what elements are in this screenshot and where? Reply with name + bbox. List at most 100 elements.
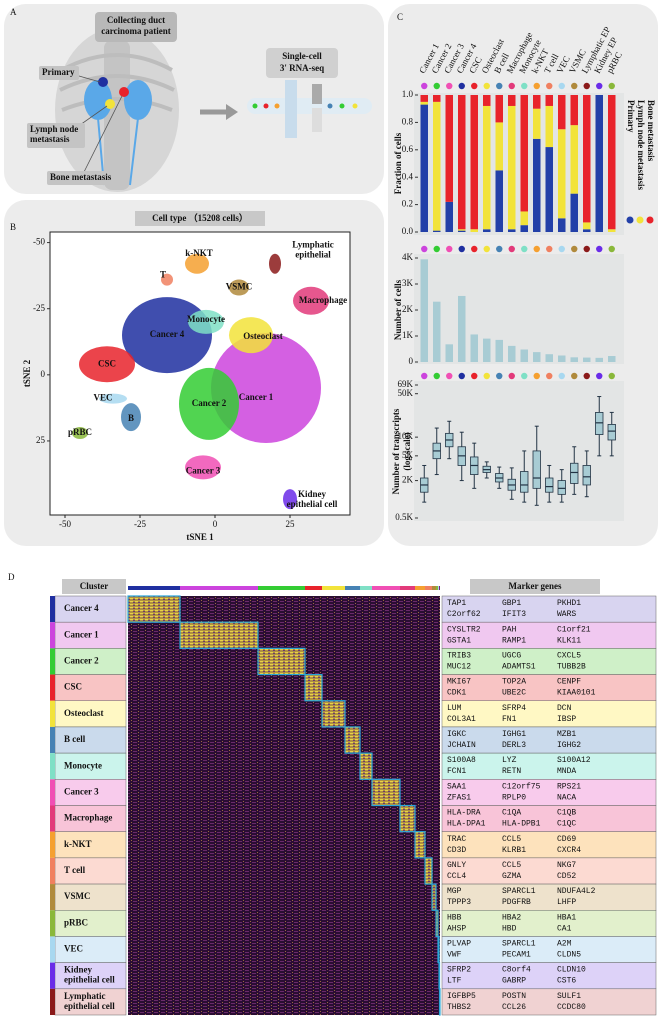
- column-color-bar: [372, 586, 400, 590]
- y-tick-label: 3K: [402, 278, 414, 288]
- cluster-label-line: Lymphatic: [292, 240, 334, 250]
- marker-gene: CXCR4: [557, 846, 581, 855]
- cluster-cell: [54, 700, 127, 728]
- marker-gene: S100A8: [447, 756, 476, 765]
- category-dot: [596, 372, 603, 380]
- genes-cell: [441, 779, 657, 806]
- marker-gene: CCL5: [502, 861, 521, 870]
- x-tick-label: 25: [286, 519, 296, 529]
- cluster-label: T: [160, 270, 166, 280]
- legend-marker: [646, 216, 654, 224]
- marker-gene: SPARCL1: [502, 887, 536, 896]
- method-label-line: 3' RNA-seq: [280, 63, 324, 73]
- y-tick-label: 10K: [398, 431, 414, 441]
- stacked-bar: [520, 95, 528, 212]
- category-dot: [508, 372, 515, 380]
- site-label-line: metastasis: [30, 134, 70, 144]
- marker-gene: GSTA1: [447, 636, 471, 645]
- chart-bg: [414, 381, 624, 521]
- site-box: [47, 171, 117, 185]
- column-color-bar: [258, 586, 305, 590]
- marker-gene: C1QB: [557, 809, 576, 818]
- cell-cluster: [161, 273, 173, 286]
- category-dot: [446, 372, 453, 380]
- category-dot: [433, 372, 440, 380]
- stacked-bar: [570, 95, 578, 126]
- marker-gene: CLDN5: [557, 951, 581, 960]
- category-dot: [496, 372, 503, 380]
- marker-gene: S100A12: [557, 756, 591, 765]
- cluster-color: [50, 753, 55, 780]
- heatmap-block: [179, 621, 259, 649]
- marker-gene: NACA: [557, 793, 576, 802]
- marker-gene: IGKC: [447, 730, 466, 739]
- category-dot: [571, 82, 578, 90]
- stacked-bar: [533, 95, 541, 109]
- cluster-name: Cancer 2: [64, 656, 99, 666]
- title-box: [135, 211, 265, 226]
- heatmap-block: [359, 752, 373, 780]
- stacked-bar: [608, 95, 616, 230]
- box: [595, 412, 604, 435]
- y-tick-label: 2K: [402, 304, 414, 314]
- cluster-color: [50, 857, 55, 885]
- heatmap-block: [438, 962, 441, 990]
- category-dot: [458, 82, 465, 90]
- cluster-cell: [54, 962, 127, 990]
- y-tick-label: 2K: [402, 475, 414, 485]
- marker-gene: CYSLTR2: [447, 625, 481, 634]
- cluster-cell: [54, 752, 127, 780]
- bar: [445, 344, 453, 362]
- stacked-bar: [433, 101, 441, 231]
- cluster-label-line: Kidney: [298, 489, 327, 499]
- cluster-color: [50, 988, 55, 1015]
- stacked-bar: [558, 129, 566, 219]
- marker-gene: A2M: [557, 940, 572, 949]
- legend-label: Lymph node metastasis: [636, 100, 646, 191]
- stacked-bar: [458, 229, 466, 231]
- marker-gene: PLVAP: [447, 940, 471, 949]
- marker-gene: CCL26: [502, 1003, 526, 1012]
- stacked-bar: [470, 95, 478, 230]
- cluster-color: [50, 622, 55, 649]
- marker-gene: IGHG1: [502, 730, 526, 739]
- category-dot: [421, 245, 428, 253]
- cell-cluster: [188, 309, 224, 334]
- genes-cell: [441, 962, 657, 990]
- marker-gene: MKI67: [447, 678, 471, 687]
- stacked-bar: [583, 222, 591, 230]
- marker-gene: MUC12: [447, 662, 471, 671]
- genes-cell: [441, 595, 657, 623]
- bar: [545, 354, 553, 362]
- category-dot: [533, 82, 540, 90]
- stacked-bar: [570, 125, 578, 194]
- stacked-bar: [495, 122, 503, 171]
- cell-cluster: [185, 455, 221, 480]
- marker-gene: UGCG: [502, 651, 521, 660]
- site-label: Lymph node metastasis: [30, 124, 78, 144]
- y-axis-label: Fraction of cells: [393, 132, 403, 194]
- marker-gene: CCL5: [502, 835, 521, 844]
- marker-gene: ADAMTS1: [502, 662, 536, 671]
- cell-cluster: [283, 489, 297, 510]
- marker-gene: TAP1: [447, 599, 466, 608]
- cell-cluster: [185, 253, 209, 274]
- marker-gene: HBD: [502, 924, 517, 933]
- genes-cell: [441, 831, 657, 859]
- box: [532, 450, 541, 489]
- cell-cluster: [122, 297, 212, 374]
- stacked-bar: [508, 95, 516, 106]
- genes-cell: [441, 910, 657, 937]
- stacked-bar: [470, 229, 478, 232]
- cluster-label: Cancer 4: [150, 329, 185, 339]
- marker-gene: TRIB3: [447, 651, 471, 660]
- marker-gene: GNLY: [447, 861, 466, 870]
- category-dot: [496, 245, 503, 253]
- marker-gene: C2orf62: [447, 610, 481, 619]
- chart-title: Cell type （15208 cells）: [152, 213, 248, 223]
- marker-gene: PKHD1: [557, 599, 581, 608]
- bar: [533, 352, 541, 362]
- category-dot: [458, 372, 465, 380]
- stacked-bar: [583, 229, 591, 232]
- cluster-name: CSC: [64, 682, 82, 692]
